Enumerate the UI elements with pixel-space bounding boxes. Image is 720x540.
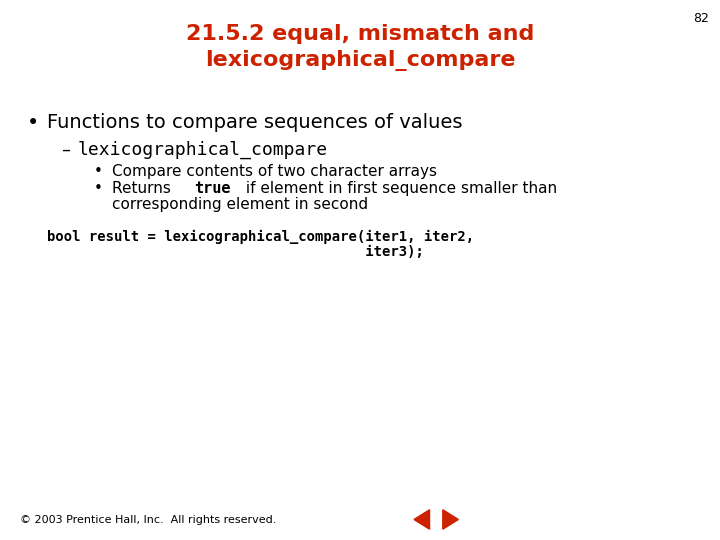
Text: © 2003 Prentice Hall, Inc.  All rights reserved.: © 2003 Prentice Hall, Inc. All rights re… [20,515,276,525]
Text: Compare contents of two character arrays: Compare contents of two character arrays [112,164,436,179]
Text: –: – [61,140,71,158]
Polygon shape [443,510,459,529]
Polygon shape [414,510,430,529]
Text: Returns: Returns [112,181,176,196]
Text: •: • [27,113,40,133]
Text: iter3);: iter3); [47,245,423,259]
Text: bool result = lexicographical_compare(iter1, iter2,: bool result = lexicographical_compare(it… [47,230,474,244]
Text: •: • [94,164,102,179]
Text: Functions to compare sequences of values: Functions to compare sequences of values [47,113,462,132]
Text: 21.5.2 equal, mismatch and
lexicographical_compare: 21.5.2 equal, mismatch and lexicographic… [186,24,534,71]
Text: true: true [194,181,230,196]
Text: •: • [94,181,102,196]
Text: lexicographical_compare: lexicographical_compare [78,140,328,159]
Text: if element in first sequence smaller than: if element in first sequence smaller tha… [241,181,557,196]
Text: corresponding element in second: corresponding element in second [112,197,368,212]
Text: 82: 82 [693,12,709,25]
